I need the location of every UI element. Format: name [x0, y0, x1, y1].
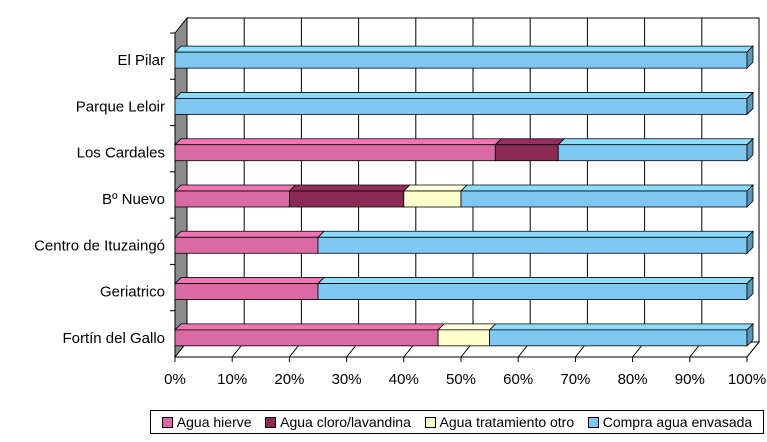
legend-label: Agua tratamiento otro — [439, 414, 575, 430]
bar-top-face — [488, 323, 754, 331]
category-label: Centro de Ituzaingó — [34, 237, 165, 254]
chart-legend: Agua hierve Agua cloro/lavandina Agua trat… — [150, 410, 764, 434]
x-tick-label: 30% — [332, 371, 362, 388]
bar-segment — [288, 190, 405, 208]
x-tick-label: 40% — [389, 371, 419, 388]
category-label: Parque Leloir — [76, 98, 165, 115]
legend-label: Agua cloro/lavandina — [280, 414, 411, 430]
bar-segment — [317, 283, 748, 300]
bar-top-face — [557, 138, 754, 146]
legend-swatch — [265, 416, 277, 428]
x-tick-label: 80% — [618, 371, 648, 388]
bar-end-face — [746, 276, 754, 301]
category-label: Geriatrico — [100, 284, 165, 301]
x-tick-label: 10% — [217, 371, 247, 388]
bar-segment — [174, 283, 319, 300]
legend-swatch — [587, 416, 599, 428]
legend-swatch — [161, 416, 173, 428]
x-tick-label: 60% — [503, 371, 533, 388]
bar-top-face — [288, 184, 411, 192]
category-label: Los Cardales — [77, 145, 165, 162]
category-label: Bº Nuevo — [102, 191, 165, 208]
bar-top-face — [174, 277, 325, 284]
x-tick-label: 100% — [728, 371, 766, 388]
x-tick-label: 50% — [446, 371, 476, 388]
bar-top-face — [402, 184, 468, 192]
x-tick-label: 90% — [675, 371, 705, 388]
bar-top-face — [460, 184, 754, 192]
gridline-floor — [746, 341, 760, 358]
chart-plot: 0% 10% 20% 30% 40% 50% 60% 70% 80% 90% 100% El Pila… — [34, 16, 766, 388]
category-label: El Pilar — [117, 52, 165, 69]
legend-swatch — [424, 416, 436, 428]
bar-segment — [489, 329, 748, 347]
bar-segment — [460, 190, 748, 208]
bar-segment — [174, 144, 496, 162]
x-tick-label: 0% — [164, 371, 186, 388]
bar-segment — [174, 329, 439, 347]
bar-segment — [437, 329, 490, 347]
bar-top-face — [317, 230, 754, 238]
bar-top-face — [317, 277, 754, 284]
bar-end-face — [746, 322, 754, 347]
bar-end-face — [746, 137, 754, 162]
bar-top-face — [174, 45, 754, 53]
bar-segment — [174, 236, 319, 254]
bar-segment — [174, 51, 748, 69]
x-tick-label: 20% — [274, 371, 304, 388]
bar-segment — [403, 190, 462, 208]
category-label: Fortín del Gallo — [62, 330, 165, 347]
bar-end-face — [746, 184, 754, 208]
bar-top-face — [174, 138, 503, 146]
legend-item: Agua hierve — [161, 414, 252, 430]
bar-end-face — [746, 230, 754, 255]
bar-top-face — [174, 184, 297, 192]
bar-segment — [557, 144, 748, 162]
x-tick-label: 70% — [560, 371, 590, 388]
bar-segment — [174, 98, 748, 115]
bar-top-face — [174, 230, 325, 238]
bar-top-face — [174, 323, 446, 331]
bar-top-face — [174, 92, 754, 99]
bar-segment — [317, 236, 748, 254]
bar-top-face — [437, 323, 497, 331]
legend-label: Agua hierve — [176, 414, 252, 430]
legend-item: Compra agua envasada — [587, 414, 753, 430]
legend-item: Agua tratamiento otro — [424, 414, 575, 430]
bar-end-face — [746, 91, 754, 116]
bar-end-face — [746, 45, 754, 70]
bar-segment — [174, 190, 290, 208]
bar-segment — [494, 144, 559, 162]
legend-label: Compra agua envasada — [602, 414, 753, 430]
legend-item: Agua cloro/lavandina — [265, 414, 411, 430]
bar-top-face — [494, 138, 566, 146]
